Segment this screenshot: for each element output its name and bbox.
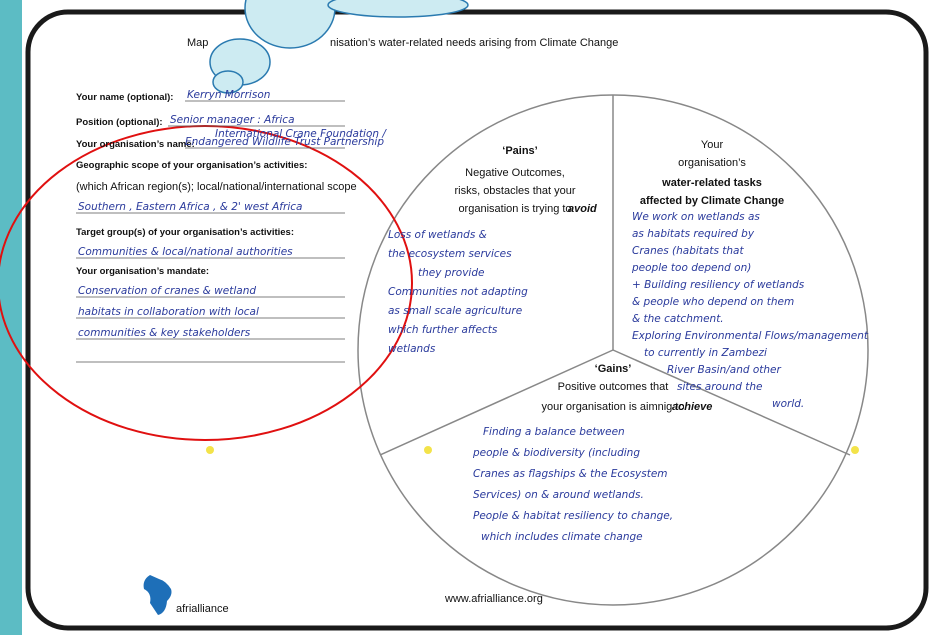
field-label: Target group(s) of your organisation’s a… [76,227,294,238]
handwritten-note: sites around the [677,381,763,393]
section-text: affected by Climate Change [640,195,784,207]
handwritten-note: + Building resiliency of wetlands [632,279,805,291]
handwritten-note: & the catchment. [632,313,724,325]
handwritten-note: people & biodiversity (including [472,447,640,459]
title-left: Map [187,37,208,49]
handwritten-note: Exploring Environmental Flows/management [632,330,869,342]
section-text: risks, obstacles that your [454,185,575,197]
pin [851,446,859,454]
handwritten-note: & people who depend on them [632,296,794,308]
pin [206,446,214,454]
section-heading: ‘Pains’ [502,145,537,157]
handwritten-note: People & habitat resiliency to change, [473,510,673,522]
handwritten-answer: habitats in collaboration with local [78,306,259,318]
section-text: Negative Outcomes, [465,167,565,179]
section-heading: ‘Gains’ [595,363,632,375]
section-emphasis: achieve [672,401,712,413]
handwritten-note: the ecosystem services [388,248,512,260]
section-emphasis: avoid [568,203,597,215]
field-label: Position (optional): [76,117,163,128]
handwritten-note: to currently in Zambezi [644,347,767,359]
handwritten-note: world. [772,398,804,410]
handwritten-note: Loss of wetlands & [388,229,487,241]
handwritten-note: as small scale agriculture [388,305,522,317]
handwritten-note: people too depend on) [631,262,751,274]
handwritten-note: Cranes (habitats that [632,245,744,257]
field-label: Your name (optional): [76,92,173,103]
handwritten-answer: Senior manager : Africa [170,114,295,126]
handwritten-note: which further affects [388,324,498,336]
handwritten-note: Services) on & around wetlands. [473,489,644,501]
handwritten-note: which includes climate change [481,531,643,543]
logo-text: afrialliance [176,603,229,615]
section-text: organisation’s [678,157,746,169]
handwritten-note: Communities not adapting [388,286,528,298]
handwritten-note: as habitats required by [632,228,755,240]
handwritten-note: they provide [418,267,484,279]
handwritten-note: River Basin/and other [667,364,782,376]
handwritten-answer: Kerryn Morrison [187,89,270,101]
footer-url: www.afrialliance.org [444,593,543,605]
handwritten-note: We work on wetlands as [632,211,760,223]
section-text: Your [701,139,724,151]
section-text: Positive outcomes that [558,381,669,393]
handwritten-answer: Endangered Wildlife Trust Partnership [185,136,384,148]
handwritten-answer: Communities & local/national authorities [78,246,293,258]
field-note: (which African region(s); local/national… [76,181,357,193]
handwritten-answer: communities & key stakeholders [78,327,251,339]
handwritten-note: wetlands [388,343,436,355]
field-label: Your organisation’s name: [76,139,195,150]
pin [424,446,432,454]
handwritten-note: Finding a balance between [483,426,625,438]
handwritten-answer: Southern , Eastern Africa , & 2' west Af… [78,201,302,213]
section-text: your organisation is aimnig to [541,401,684,413]
handwritten-answer: Conservation of cranes & wetland [78,285,256,297]
handwritten-note: Cranes as flagships & the Ecosystem [473,468,668,480]
section-text: water-related tasks [661,177,762,189]
field-label: Geographic scope of your organisation’s … [76,160,307,171]
scan: Map nisation’s water-related needs arisi… [0,0,935,635]
field-label: Your organisation’s mandate: [76,266,209,277]
page: Map nisation’s water-related needs arisi… [0,0,935,635]
title-right: nisation’s water-related needs arising f… [330,37,618,49]
section-text: organisation is trying to [458,203,571,215]
